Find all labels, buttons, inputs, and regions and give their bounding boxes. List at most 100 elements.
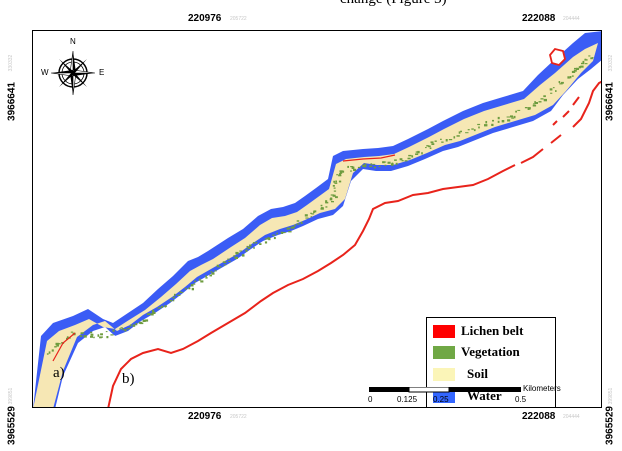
- vegetation-speck: [268, 237, 271, 241]
- vegetation-speck: [267, 237, 270, 239]
- scale-tick-1: 0.125: [397, 395, 418, 404]
- vegetation-speck: [549, 88, 553, 91]
- vegetation-speck: [83, 335, 87, 338]
- vegetation-speck: [382, 161, 385, 164]
- vegetation-speck: [180, 292, 184, 294]
- vegetation-speck: [79, 335, 83, 337]
- vegetation-speck: [497, 116, 500, 120]
- vegetation-speck: [239, 250, 242, 252]
- left-y-top-small-label: 330332: [8, 54, 14, 72]
- vegetation-speck: [106, 336, 109, 339]
- vegetation-speck: [574, 67, 578, 70]
- vegetation-speck: [57, 343, 61, 345]
- vegetation-speck: [150, 313, 154, 316]
- vegetation-speck: [426, 145, 429, 147]
- bottom-x-right-label: 222088: [522, 411, 556, 422]
- vegetation-speck: [286, 227, 290, 230]
- vegetation-speck: [282, 232, 286, 234]
- vegetation-speck: [401, 160, 404, 162]
- vegetation-speck: [276, 232, 278, 235]
- vegetation-speck: [124, 329, 127, 332]
- vegetation-speck: [465, 132, 469, 134]
- vegetation-speck: [246, 245, 249, 248]
- vegetation-speck: [214, 270, 217, 272]
- vegetation-speck: [353, 168, 357, 171]
- vegetation-speck: [372, 163, 376, 165]
- vegetation-speck: [46, 353, 49, 355]
- vegetation-speck: [573, 69, 577, 72]
- vegetation-speck: [129, 324, 132, 327]
- vegetation-speck: [535, 102, 538, 104]
- vegetation-speck: [281, 231, 283, 234]
- legend-item-vegetation: Vegetation: [433, 343, 520, 361]
- bottom-x-left-small-label: 205722: [230, 414, 247, 420]
- vegetation-speck: [370, 163, 373, 165]
- vegetation-speck: [296, 220, 300, 222]
- vegetation-speck: [333, 190, 337, 192]
- bottom-x-right-small-label: 204444: [563, 414, 580, 420]
- vegetation-speck: [507, 119, 511, 122]
- vegetation-speck: [200, 280, 204, 283]
- vegetation-speck: [571, 75, 574, 77]
- vegetation-speck: [369, 165, 373, 168]
- vegetation-speck: [228, 260, 231, 262]
- vegetation-speck: [128, 327, 131, 330]
- legend-swatch-vegetation: [433, 345, 455, 359]
- vegetation-speck: [491, 123, 494, 126]
- left-y-bottom-small-label: 399851: [8, 387, 14, 405]
- vegetation-speck: [90, 331, 93, 334]
- vegetation-speck: [191, 287, 194, 291]
- vegetation-speck: [241, 254, 245, 257]
- vegetation-speck: [558, 81, 561, 83]
- vegetation-speck: [511, 117, 514, 119]
- compass-icon: [50, 50, 96, 96]
- vegetation-speck: [333, 187, 336, 189]
- vegetation-speck: [588, 55, 591, 57]
- vegetation-speck: [311, 213, 315, 215]
- vegetation-speck: [332, 194, 336, 197]
- vegetation-speck: [425, 147, 427, 149]
- vegetation-speck: [255, 241, 258, 244]
- vegetation-speck: [179, 291, 182, 293]
- vegetation-speck: [161, 305, 164, 308]
- vegetation-speck: [273, 237, 276, 240]
- lichen-belt-line-b: [107, 80, 601, 407]
- vegetation-speck: [415, 151, 419, 153]
- island-outline: [549, 47, 566, 67]
- vegetation-speck: [540, 98, 544, 100]
- vegetation-speck: [584, 58, 587, 61]
- vegetation-speck: [300, 221, 303, 224]
- vegetation-speck: [362, 164, 364, 167]
- vegetation-speck: [81, 332, 85, 334]
- vegetation-speck: [325, 201, 329, 204]
- vegetation-speck: [234, 256, 238, 259]
- vegetation-speck: [453, 136, 456, 139]
- vegetation-speck: [569, 76, 572, 79]
- map-frame: N W E a) b) Lichen belt Vegetation Soil …: [32, 30, 602, 408]
- scale-unit-label: Kilometers: [523, 384, 561, 393]
- vegetation-speck: [320, 204, 323, 207]
- vegetation-speck: [188, 287, 191, 290]
- vegetation-speck: [264, 238, 268, 240]
- vegetation-speck: [205, 275, 207, 277]
- vegetation-speck: [245, 249, 248, 252]
- vegetation-speck: [66, 336, 69, 339]
- vegetation-speck: [147, 313, 151, 316]
- vegetation-speck: [428, 145, 431, 148]
- vegetation-speck: [567, 76, 570, 79]
- vegetation-speck: [169, 299, 172, 302]
- vegetation-speck: [478, 126, 480, 129]
- top-x-right-small-label: 204444: [563, 16, 580, 22]
- vegetation-speck: [408, 154, 412, 157]
- vegetation-speck: [198, 278, 201, 281]
- vegetation-speck: [313, 210, 317, 213]
- vegetation-speck: [501, 120, 505, 123]
- vegetation-speck: [340, 171, 343, 174]
- vegetation-speck: [527, 108, 530, 110]
- vegetation-speck: [339, 172, 341, 176]
- vegetation-speck: [335, 196, 338, 199]
- vegetation-speck: [517, 109, 521, 111]
- vegetation-speck: [227, 258, 230, 260]
- vegetation-speck: [550, 92, 553, 94]
- vegetation-speck: [110, 334, 114, 336]
